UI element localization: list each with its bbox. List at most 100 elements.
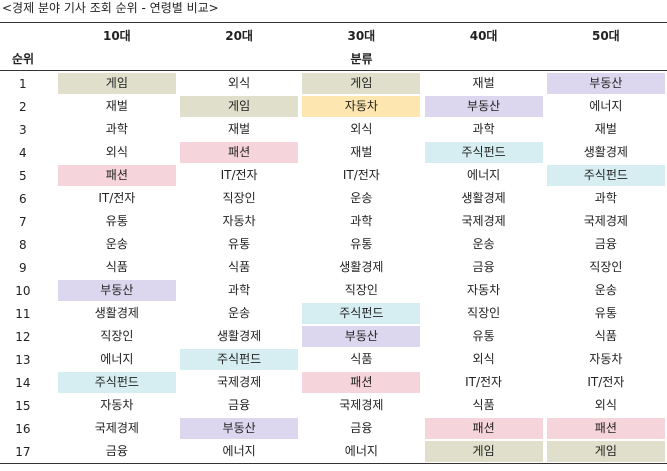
table-row: 11 생활경제 운송 주식펀드 직장인 유통 <box>0 302 667 325</box>
category-cell: 게임 <box>180 96 299 117</box>
category-cell: 생활경제 <box>339 260 384 274</box>
category-cell: 직장인 <box>467 306 501 320</box>
rank-cell: 12 <box>15 329 31 344</box>
rank-cell: 2 <box>19 99 27 114</box>
category-cell: 과학 <box>228 283 251 297</box>
category-cell: 게임 <box>546 441 665 462</box>
rank-cell: 9 <box>19 260 27 275</box>
column-header: 20대 <box>225 28 253 43</box>
category-cell: 유통 <box>105 214 128 228</box>
category-header: 분류 <box>350 52 373 66</box>
category-cell: 자동차 <box>100 398 134 412</box>
category-cell: 운송 <box>350 191 373 205</box>
table-row: 9 식품 식품 생활경제 금융 직장인 <box>0 256 667 279</box>
category-cell: 주식펀드 <box>180 349 299 370</box>
table-body: 1 게임 외식 게임 재벌 부동산 2 재벌 게임 자동차 부동산 에너지 3 과학 재벌 외식 과학 재벌 4 외식… <box>0 71 667 464</box>
rank-header: 순위 <box>11 52 35 66</box>
rank-cell: 13 <box>15 352 31 367</box>
category-cell: 재벌 <box>594 122 617 136</box>
category-cell: 금융 <box>228 398 251 412</box>
category-cell: 패션 <box>546 418 665 439</box>
table-row: 13 에너지 주식펀드 식품 외식 자동차 <box>0 348 667 371</box>
category-cell: 운송 <box>228 306 251 320</box>
category-cell: 직장인 <box>222 191 256 205</box>
category-cell: 부동산 <box>180 418 299 439</box>
table-row: 3 과학 재벌 외식 과학 재벌 <box>0 118 667 141</box>
category-cell: 외식 <box>105 145 128 159</box>
category-cell: 부동산 <box>546 73 665 94</box>
table-row: 4 외식 패션 재벌 주식펀드 생활경제 <box>0 141 667 164</box>
category-cell: 패션 <box>302 372 421 393</box>
category-cell: 유통 <box>228 237 251 251</box>
column-header: 10대 <box>102 28 131 43</box>
category-cell: 자동차 <box>222 214 256 228</box>
category-cell: 게임 <box>57 73 176 94</box>
category-cell: 게임 <box>302 73 421 94</box>
category-cell: 과학 <box>472 122 495 136</box>
column-header: 40대 <box>469 28 498 43</box>
category-cell: 패션 <box>424 418 543 439</box>
table-row: 17 금융 에너지 에너지 게임 게임 <box>0 440 667 464</box>
category-cell: 국제경제 <box>217 375 262 389</box>
category-cell: 식품 <box>594 329 617 343</box>
category-cell: 생활경제 <box>94 306 139 320</box>
category-cell: 식품 <box>228 260 251 274</box>
table-header-row: 10대 20대 30대 40대 50대 <box>0 23 667 47</box>
category-cell: 식품 <box>105 260 128 274</box>
category-cell: 유통 <box>350 237 373 251</box>
category-cell: 주식펀드 <box>57 372 176 393</box>
table-row: 16 국제경제 부동산 금융 패션 패션 <box>0 417 667 440</box>
column-header: 30대 <box>347 28 376 43</box>
category-cell: 외식 <box>472 352 495 366</box>
category-cell: IT/전자 <box>342 168 380 182</box>
category-cell: IT/전자 <box>220 168 258 182</box>
table-row: 2 재벌 게임 자동차 부동산 에너지 <box>0 95 667 118</box>
category-cell: 생활경제 <box>583 145 628 159</box>
category-cell: 운송 <box>105 237 128 251</box>
category-cell: 자동차 <box>302 96 421 117</box>
category-cell: 과학 <box>594 191 617 205</box>
category-cell: 재벌 <box>105 99 128 113</box>
rank-cell: 14 <box>15 375 31 390</box>
category-cell: 패션 <box>180 142 299 163</box>
category-cell: 부동산 <box>302 326 421 347</box>
category-cell: 유통 <box>594 306 617 320</box>
category-cell: 자동차 <box>589 352 623 366</box>
category-cell: 금융 <box>350 421 373 435</box>
category-cell: 금융 <box>105 444 128 458</box>
table-row: 7 유통 자동차 과학 국제경제 국제경제 <box>0 210 667 233</box>
category-cell: 게임 <box>424 441 543 462</box>
rank-cell: 8 <box>19 237 27 252</box>
table-row: 15 자동차 금융 국제경제 식품 외식 <box>0 394 667 417</box>
table-row: 6 IT/전자 직장인 운송 생활경제 과학 <box>0 187 667 210</box>
category-cell: 부동산 <box>57 280 176 301</box>
category-cell: 국제경제 <box>461 214 506 228</box>
category-cell: 유통 <box>472 329 495 343</box>
rank-cell: 16 <box>15 421 31 436</box>
category-cell: 에너지 <box>467 168 501 182</box>
rank-cell: 4 <box>19 145 27 160</box>
rank-cell: 17 <box>15 444 31 459</box>
table-subheader-row: 순위 분류 <box>0 47 667 71</box>
category-cell: 생활경제 <box>217 329 262 343</box>
category-cell: 주식펀드 <box>546 165 665 186</box>
category-cell: 생활경제 <box>461 191 506 205</box>
category-cell: 주식펀드 <box>424 142 543 163</box>
rank-cell: 7 <box>19 214 27 229</box>
category-cell: 과학 <box>105 122 128 136</box>
category-cell: 식품 <box>350 352 373 366</box>
column-header: 50대 <box>591 28 620 43</box>
category-cell: 직장인 <box>100 329 134 343</box>
category-cell: 국제경제 <box>583 214 628 228</box>
rank-cell: 11 <box>15 306 31 321</box>
category-cell: IT/전자 <box>98 191 136 205</box>
category-cell: 부동산 <box>424 96 543 117</box>
category-cell: 재벌 <box>228 122 251 136</box>
category-cell: 금융 <box>594 237 617 251</box>
category-cell: 재벌 <box>472 76 495 90</box>
category-cell: 에너지 <box>100 352 134 366</box>
ranking-table: 10대 20대 30대 40대 50대 순위 분류 1 게임 외식 게임 재벌 부동산 2 재… <box>0 22 667 464</box>
table-row: 10 부동산 과학 직장인 자동차 운송 <box>0 279 667 302</box>
category-cell: 직장인 <box>589 260 623 274</box>
table-row: 12 직장인 생활경제 부동산 유통 식품 <box>0 325 667 348</box>
